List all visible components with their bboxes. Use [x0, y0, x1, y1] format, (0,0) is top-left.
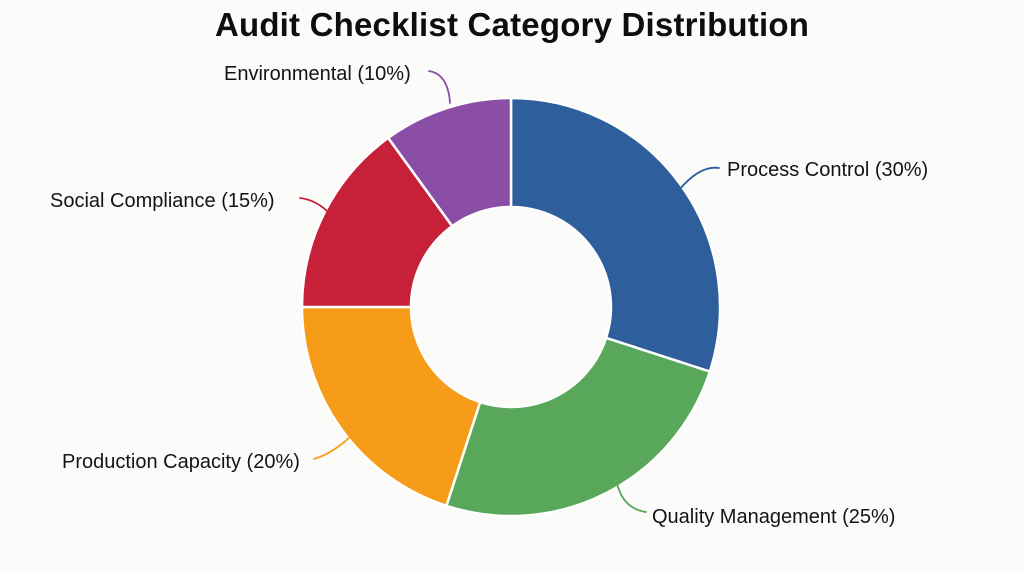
chart-title: Audit Checklist Category Distribution: [214, 6, 810, 43]
segment-label-social-compliance: Social Compliance (15%): [50, 190, 275, 212]
segment-label-production-capacity: Production Capacity (20%): [62, 451, 300, 473]
segment-label-environmental: Environmental (10%): [224, 63, 411, 85]
pie-segment-social-compliance: [300, 136, 454, 309]
leader-line-social-compliance: [299, 197, 331, 215]
leader-line-process-control: [678, 166, 720, 191]
donut-segments: [300, 96, 722, 518]
pie-segment-quality-management: [445, 336, 712, 518]
leader-lines: [299, 70, 720, 513]
pie-segment-production-capacity: [300, 305, 482, 508]
leader-line-quality-management: [615, 476, 647, 513]
pie-segment-process-control: [509, 96, 722, 373]
segment-label-process-control: Process Control (30%): [727, 159, 929, 181]
pie-segment-environmental: [386, 96, 513, 228]
leader-line-environmental: [428, 70, 451, 104]
leader-line-production-capacity: [313, 433, 354, 460]
segment-label-quality-management: Quality Management (25%): [652, 506, 896, 528]
